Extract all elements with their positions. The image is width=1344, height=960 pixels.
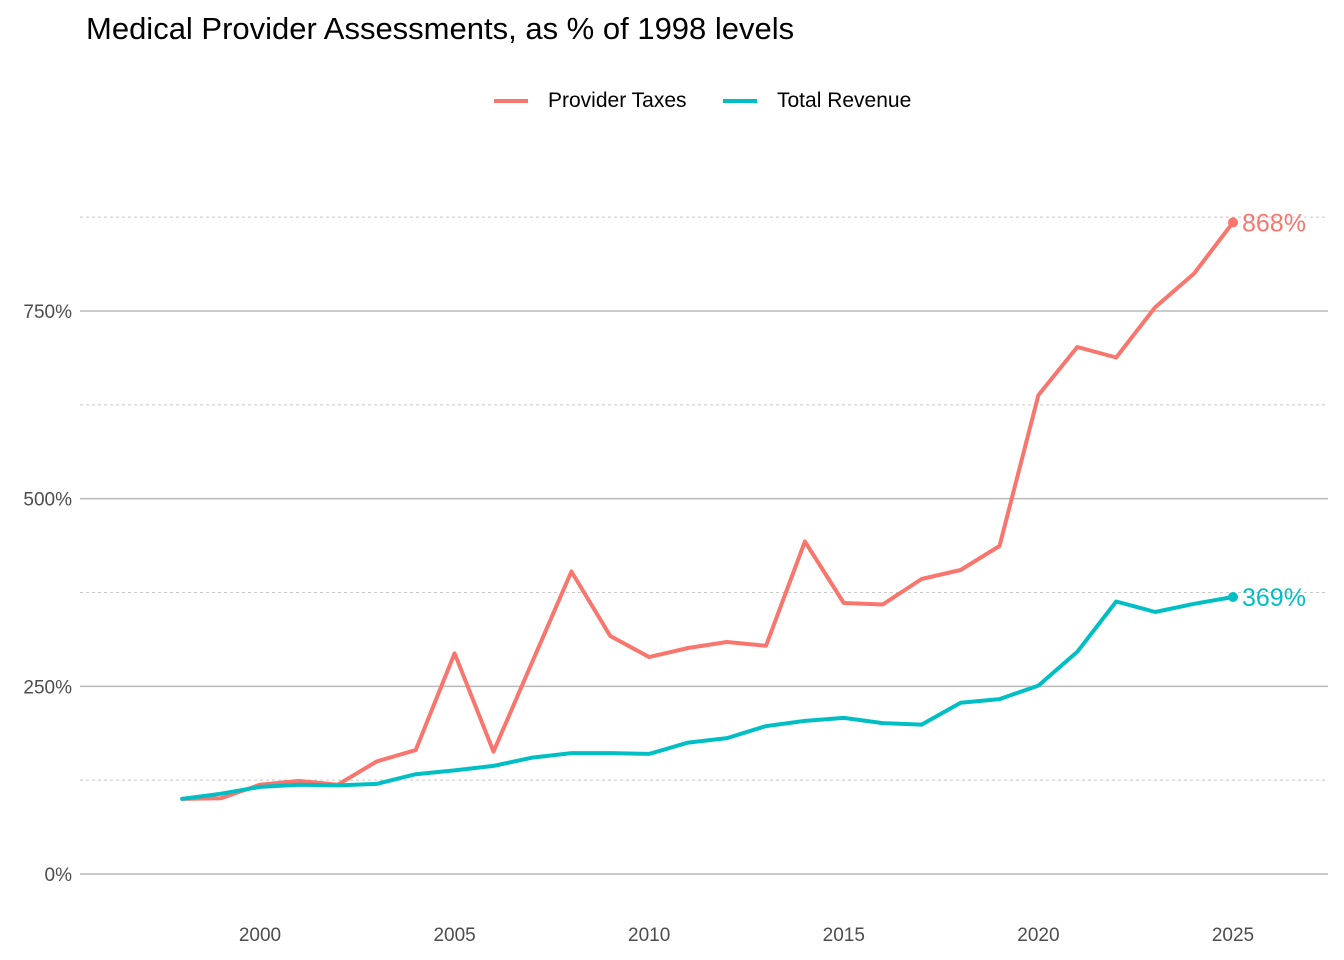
x-tick-label: 2005 [433, 925, 475, 946]
legend-label-total-revenue: Total Revenue [777, 89, 912, 112]
y-tick-label: 250% [23, 677, 72, 698]
end-label-total-revenue: 369% [1242, 584, 1306, 612]
x-tick-label: 2015 [823, 925, 865, 946]
x-tick-label: 2025 [1212, 925, 1254, 946]
legend: Provider Taxes Total Revenue [0, 86, 1344, 116]
legend-swatch-provider-taxes [494, 99, 528, 103]
series-line-total-revenue [180, 595, 1235, 801]
legend-item-total-revenue: Total Revenue [723, 86, 911, 116]
y-tick-label: 750% [23, 302, 72, 323]
legend-swatch-total-revenue [723, 99, 757, 103]
x-tick-label: 2010 [628, 925, 670, 946]
chart-title: Medical Provider Assessments, as % of 19… [86, 11, 795, 46]
end-point-provider-taxes [1228, 217, 1238, 228]
legend-item-provider-taxes: Provider Taxes [494, 86, 687, 116]
y-tick-label: 0% [45, 865, 73, 886]
x-tick-label: 2020 [1017, 925, 1059, 946]
legend-label-provider-taxes: Provider Taxes [548, 89, 687, 112]
series-line-provider-taxes [180, 220, 1235, 801]
x-tick-label: 2000 [239, 925, 281, 946]
end-label-provider-taxes: 868% [1242, 209, 1306, 237]
y-tick-label: 500% [23, 490, 72, 511]
end-point-total-revenue [1228, 592, 1238, 603]
